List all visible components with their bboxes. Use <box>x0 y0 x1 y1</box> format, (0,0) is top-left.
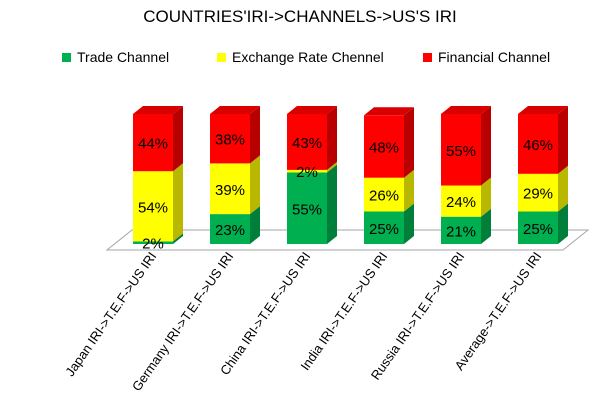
data-label-4-financial: 48% <box>369 140 399 157</box>
data-label-6-exchange-rate: 29% <box>523 186 553 203</box>
bar-2-financial-front <box>210 114 250 164</box>
data-label-4-exchange-rate: 26% <box>369 188 399 205</box>
bar-6 <box>518 106 568 244</box>
legend-swatch-trade <box>62 53 71 62</box>
category-label-6: Average->T.E.F->US IRI <box>451 249 544 373</box>
bar-5-trade-side <box>481 208 491 244</box>
data-label-1-exchange-rate: 54% <box>138 199 168 216</box>
bar-4-top <box>364 107 414 116</box>
legend-item-exchange-rate: Exchange Rate Chennel <box>217 49 384 65</box>
bar-6-trade-front <box>518 211 558 244</box>
bar-3-top <box>287 106 337 114</box>
data-label-1-financial: 44% <box>138 136 168 153</box>
bar-4-exchange-rate-front <box>364 177 404 212</box>
data-label-3-exchange-rate: 2% <box>296 164 318 181</box>
legend-swatch-exchange-rate <box>217 53 226 62</box>
legend-item-trade: Trade Channel <box>62 49 169 65</box>
bar-6-top <box>518 106 568 114</box>
bar-6-trade-side <box>558 203 568 244</box>
bar-1-financial-side <box>173 106 183 172</box>
bar-5-trade-front <box>441 216 481 244</box>
data-label-5-exchange-rate: 24% <box>446 194 476 211</box>
plot-area <box>133 106 568 244</box>
bar-3-exchange-rate-front <box>287 169 327 173</box>
data-label-3-trade: 55% <box>292 201 322 218</box>
bar-3 <box>287 106 337 244</box>
bar-1-exchange-rate-side <box>173 163 183 242</box>
data-label-6-financial: 46% <box>523 137 553 154</box>
chart-title: COUNTRIES'IRI->CHANNELS->US'S IRI <box>143 7 457 26</box>
data-label-2-trade: 23% <box>215 222 245 239</box>
legend-item-financial: Financial Channel <box>423 49 550 65</box>
bar-4-trade-front <box>364 211 404 244</box>
bar-6-exchange-rate-front <box>518 173 558 212</box>
legend-label-trade: Trade Channel <box>77 49 169 65</box>
bar-5-exchange-rate-side <box>481 177 491 217</box>
bar-1-trade-side <box>173 233 183 244</box>
bar-4-financial-side <box>404 107 414 178</box>
bar-3-financial-front <box>287 114 327 170</box>
bar-2-financial-side <box>250 106 260 164</box>
data-label-2-financial: 38% <box>215 132 245 149</box>
bar-4 <box>364 107 414 244</box>
bar-2-exchange-rate-side <box>250 155 260 215</box>
data-label-1-trade: 2% <box>142 236 164 253</box>
bar-2-top <box>210 106 260 114</box>
bar-6-financial-front <box>518 114 558 174</box>
bar-1-financial-front <box>133 114 173 172</box>
data-label-2-exchange-rate: 39% <box>215 182 245 199</box>
data-labels: 2% 54% 44% 23% 39% 38% 55% 2% 43% 25% 26% 48% 21% 24%… <box>138 132 553 253</box>
bar-2 <box>210 106 260 244</box>
bar-5-financial-front <box>441 114 481 186</box>
legend-swatch-financial <box>423 53 432 62</box>
bar-1-top <box>133 106 183 114</box>
legend-label-exchange-rate: Exchange Rate Chennel <box>232 49 384 65</box>
bar-5-top <box>441 106 491 114</box>
bar-4-financial-front <box>364 115 404 178</box>
bar-2-exchange-rate-front <box>210 163 250 215</box>
data-label-6-trade: 25% <box>523 221 553 238</box>
legend: Trade Channel Exchange Rate Chennel Fina… <box>62 49 550 65</box>
bar-2-trade-side <box>250 206 260 244</box>
bar-3-financial-side <box>327 106 337 170</box>
bar-6-financial-side <box>558 106 568 174</box>
bar-2-trade-front <box>210 214 250 244</box>
data-label-5-trade: 21% <box>446 223 476 240</box>
bar-1-trade-front <box>133 241 173 244</box>
legend-label-financial: Financial Channel <box>438 49 550 65</box>
data-label-4-trade: 25% <box>369 221 399 238</box>
bar-5-financial-side <box>481 106 491 186</box>
category-label-1: Japan IRI->T.E.F->US IRI <box>62 249 159 379</box>
category-label-3: China IRI->T.E.F->US IRI <box>217 249 313 378</box>
bar-5-exchange-rate-front <box>441 185 481 217</box>
bar-1 <box>133 106 183 244</box>
bar-3-trade-front <box>287 172 327 244</box>
bar-3-trade-side <box>327 164 337 244</box>
data-label-3-financial: 43% <box>292 135 322 152</box>
category-label-4: India IRI->T.E.F->US IRI <box>297 249 390 373</box>
bar-3-exchange-rate-side <box>327 161 337 173</box>
bar-6-exchange-rate-side <box>558 165 568 212</box>
bar-4-exchange-rate-side <box>404 169 414 212</box>
bar-4-trade-side <box>404 203 414 244</box>
bar-1-exchange-rate-front <box>133 171 173 242</box>
bar-5 <box>441 106 491 244</box>
data-label-5-financial: 55% <box>446 143 476 160</box>
